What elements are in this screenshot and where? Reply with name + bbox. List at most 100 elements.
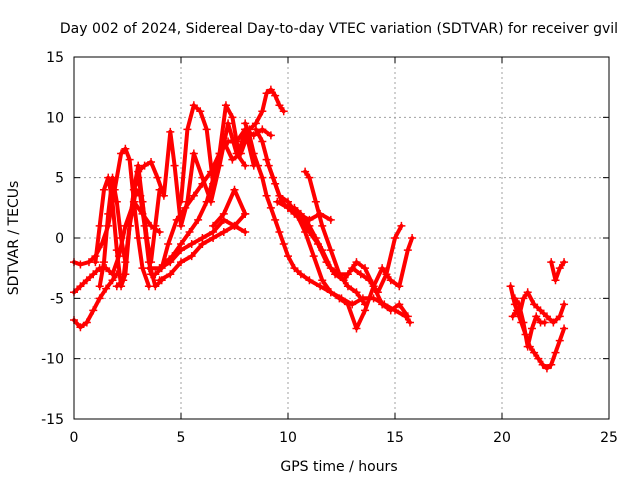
data-point-marker: [296, 270, 305, 279]
y-tick-label: 10: [46, 110, 64, 126]
data-point-marker: [534, 354, 543, 363]
data-point-marker: [121, 144, 130, 153]
data-point-marker: [318, 221, 327, 230]
data-point-marker: [369, 282, 378, 291]
data-point-marker: [266, 85, 275, 94]
data-point-marker: [153, 173, 162, 182]
data-point-marker: [530, 300, 539, 309]
data-point-marker: [117, 234, 126, 242]
data-point-marker: [266, 203, 275, 212]
data-point-marker: [151, 282, 160, 291]
data-point-marker: [540, 318, 549, 327]
data-point-marker: [326, 215, 335, 224]
data-point-marker: [352, 258, 361, 267]
data-point-marker: [140, 161, 149, 170]
data-point-marker: [530, 348, 539, 357]
data-point-marker: [209, 234, 218, 242]
series-line: [275, 199, 333, 222]
data-point-marker: [245, 131, 254, 140]
data-point-marker: [555, 336, 564, 345]
series-line: [157, 87, 286, 271]
y-axis-label: SDTVAR / TECUs: [6, 181, 22, 296]
axis-ticks: 0 5 10 15 20 25 -15 -10 -5 0 5 10 15: [41, 50, 618, 446]
data-point-marker: [271, 215, 280, 224]
data-point-marker: [523, 342, 532, 351]
data-point-marker: [290, 264, 299, 273]
data-point-marker: [95, 221, 104, 230]
data-point-marker: [301, 167, 310, 176]
data-point-marker: [547, 258, 556, 267]
x-axis-label: GPS time / hours: [280, 459, 397, 475]
data-point-marker: [527, 324, 536, 333]
data-point-marker: [177, 197, 185, 206]
data-point-marker: [266, 131, 275, 140]
data-point-marker: [542, 312, 551, 321]
series-line: [72, 146, 151, 289]
data-point-marker: [405, 318, 414, 327]
data-point-marker: [189, 101, 198, 110]
data-point-marker: [560, 258, 569, 267]
data-point-marker: [305, 173, 314, 182]
data-point-marker: [555, 312, 564, 321]
data-point-marker: [258, 107, 267, 116]
data-point-marker: [508, 312, 517, 321]
data-point-marker: [99, 185, 108, 194]
data-point-marker: [555, 264, 564, 273]
data-point-marker: [108, 276, 117, 285]
series-track-6: [112, 185, 166, 291]
data-point-marker: [172, 215, 181, 224]
data-point-marker: [99, 258, 108, 267]
data-point-marker: [301, 227, 310, 236]
series-track-3: [70, 270, 121, 332]
series-line: [211, 187, 248, 228]
data-point-marker: [262, 155, 271, 164]
series-track-13: [209, 185, 250, 230]
y-tick-label: -5: [50, 291, 64, 307]
x-tick-label: 15: [386, 430, 404, 446]
data-point-marker: [119, 276, 128, 285]
data-point-marker: [343, 300, 352, 309]
data-point-marker: [316, 282, 325, 291]
data-point-marker: [294, 209, 303, 218]
series-track-19: [273, 197, 335, 224]
data-point-marker: [356, 270, 365, 279]
data-point-marker: [305, 215, 314, 224]
data-point-marker: [378, 300, 387, 309]
series-track-16: [262, 155, 417, 333]
data-point-marker: [269, 173, 278, 182]
data-point-marker: [560, 324, 569, 333]
data-point-marker: [183, 125, 192, 134]
series-track-23: [547, 258, 569, 285]
data-point-marker: [361, 300, 370, 309]
data-point-marker: [136, 191, 145, 200]
y-tick-label: 5: [55, 171, 64, 187]
data-point-marker: [166, 127, 175, 136]
data-point-marker: [104, 173, 113, 182]
series-line: [136, 121, 248, 228]
data-point-marker: [532, 312, 541, 321]
data-point-marker: [181, 203, 190, 212]
series-track-22: [510, 294, 549, 351]
data-point-marker: [95, 294, 104, 303]
data-point-marker: [343, 270, 352, 279]
data-point-marker: [198, 179, 207, 188]
data-point-marker: [318, 276, 327, 285]
data-point-marker: [196, 107, 205, 116]
data-point-marker: [316, 209, 325, 218]
data-point-marker: [361, 264, 370, 273]
x-tick-label: 20: [493, 430, 511, 446]
data-point-marker: [151, 270, 160, 279]
chart-title: Day 002 of 2024, Sidereal Day-to-day VTE…: [60, 21, 618, 37]
data-point-marker: [378, 264, 387, 273]
data-point-marker: [187, 252, 196, 261]
series-track-12: [155, 221, 250, 285]
data-point-marker: [117, 149, 126, 158]
data-point-marker: [519, 294, 528, 303]
data-point-marker: [335, 270, 344, 279]
data-point-marker: [89, 306, 98, 315]
data-point-marker: [284, 252, 292, 261]
data-point-marker: [284, 203, 292, 212]
data-point-marker: [251, 125, 260, 134]
data-point-marker: [309, 252, 318, 261]
